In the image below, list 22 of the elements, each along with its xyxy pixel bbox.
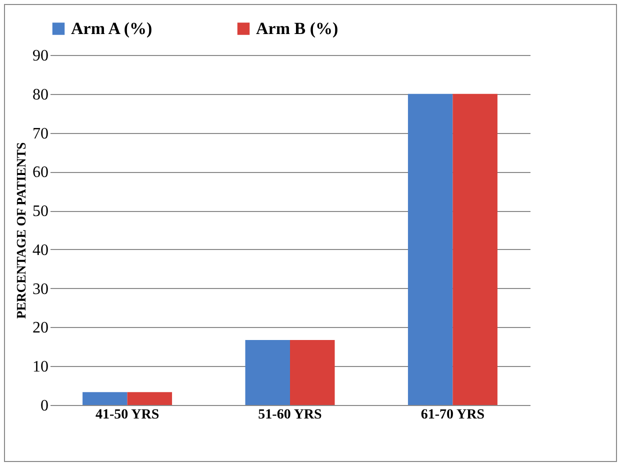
y-tick-label: 50: [32, 203, 48, 220]
bar: [452, 94, 498, 405]
y-tick-label: 30: [32, 280, 48, 298]
legend-label: Arm A (%): [71, 18, 152, 38]
bar: [408, 94, 453, 405]
y-tick-label: 20: [32, 320, 48, 337]
bar: [127, 392, 172, 405]
bar: [245, 340, 290, 405]
y-axis-title: PERCENTAGE OF PATIENTS: [14, 142, 28, 319]
y-tick-label: 60: [32, 164, 48, 182]
x-tick-label: 51-60 YRS: [258, 408, 322, 422]
y-tick-label: 0: [40, 398, 48, 414]
y-tick-label: 70: [32, 125, 48, 142]
x-tick-label: 61-70 YRS: [420, 408, 485, 422]
x-tick-label: 41-50 YRS: [95, 408, 160, 422]
bar: [82, 392, 128, 405]
y-tick-label: 40: [32, 242, 48, 259]
y-tick-label: 10: [32, 358, 48, 376]
y-tick-label: 90: [32, 48, 48, 64]
bar: [290, 340, 335, 405]
legend-label: Arm B (%): [256, 18, 338, 38]
y-tick-label: 80: [32, 86, 48, 104]
